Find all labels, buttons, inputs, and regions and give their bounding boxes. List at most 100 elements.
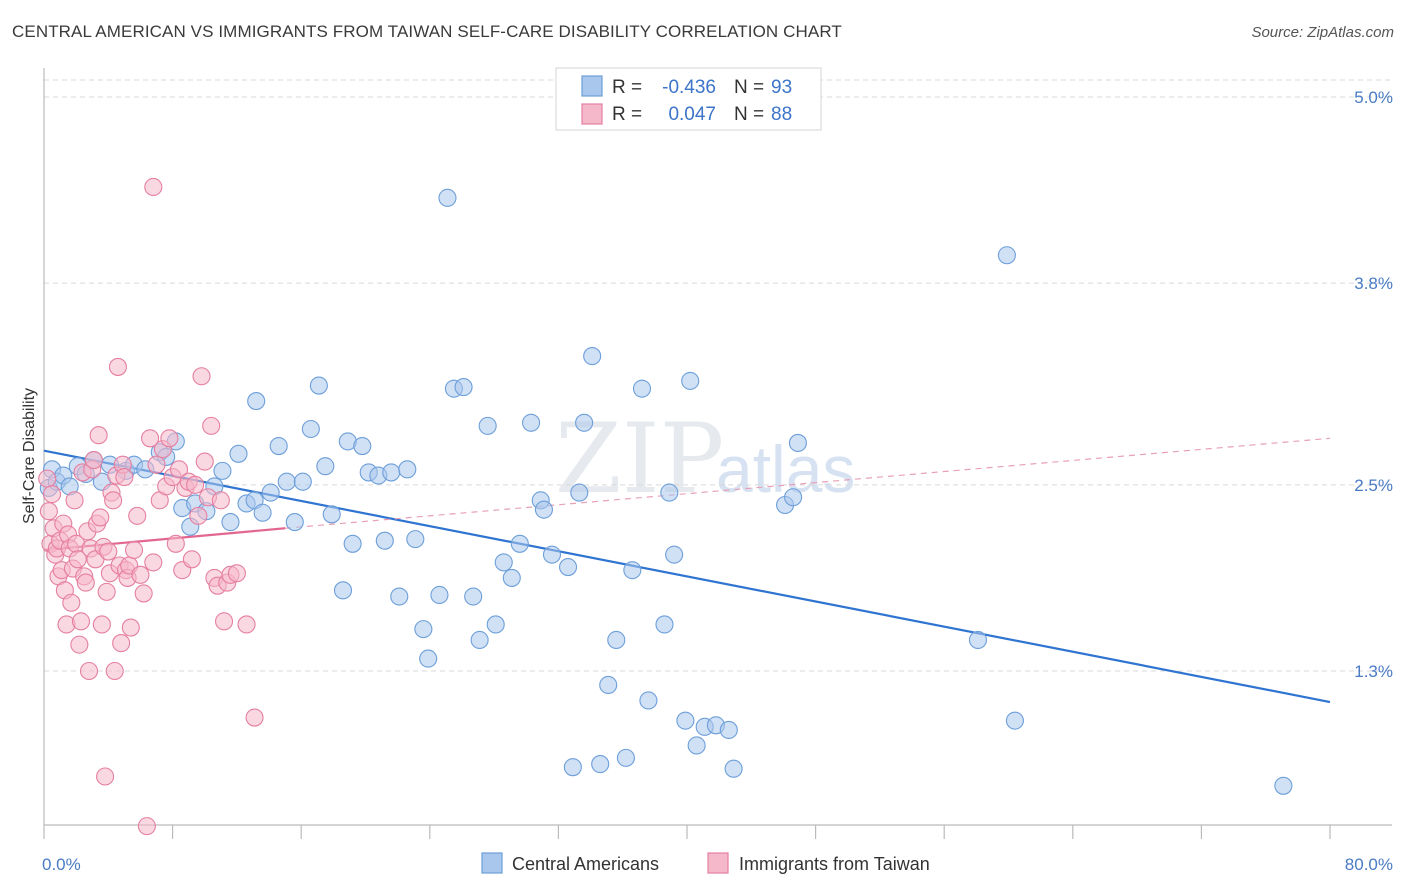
correlation-legend: R = -0.436 N = 93 R = 0.047 N = 88: [555, 67, 822, 131]
point-central-americans: [570, 483, 589, 502]
point-central-americans: [247, 392, 266, 411]
point-central-americans: [724, 759, 743, 778]
point-central-americans: [660, 483, 679, 502]
point-taiwan: [214, 612, 234, 631]
point-central-americans: [486, 615, 505, 634]
point-taiwan: [211, 491, 230, 510]
point-central-americans: [470, 630, 489, 650]
point-taiwan: [186, 475, 205, 494]
legend-n-label-2: N =: [734, 104, 764, 125]
point-central-americans: [277, 472, 296, 491]
point-central-americans: [333, 581, 353, 600]
point-central-americans: [534, 500, 553, 519]
point-central-americans: [599, 675, 618, 695]
point-central-americans: [583, 347, 602, 366]
point-central-americans: [591, 755, 610, 774]
bottom-legend-central-americans: Central Americans: [512, 854, 659, 874]
point-taiwan: [166, 534, 185, 553]
point-central-americans: [398, 460, 417, 479]
y-tick-label: 3.8%: [1354, 274, 1393, 293]
legend-swatch-central-americans: [581, 75, 603, 97]
point-taiwan: [141, 429, 160, 448]
legend-n-value-1: 93: [771, 77, 792, 98]
point-central-americans: [309, 376, 328, 395]
chart-title: CENTRAL AMERICAN VS IMMIGRANTS FROM TAIW…: [12, 22, 842, 41]
bottom-swatch-central-americans: [481, 852, 503, 874]
point-central-americans: [301, 419, 320, 439]
point-taiwan: [91, 508, 110, 527]
point-taiwan: [144, 553, 163, 572]
point-central-americans: [788, 433, 807, 453]
point-taiwan: [97, 582, 116, 601]
point-taiwan: [182, 550, 201, 569]
point-taiwan: [137, 817, 156, 836]
point-taiwan: [99, 542, 118, 561]
point-taiwan: [108, 357, 127, 376]
data-points: [38, 177, 1293, 836]
point-taiwan: [124, 540, 144, 560]
x-tick-label: 80.0%: [1345, 855, 1393, 874]
point-central-americans: [269, 437, 288, 456]
point-taiwan: [96, 767, 115, 786]
point-taiwan: [89, 426, 108, 445]
point-taiwan: [195, 452, 214, 471]
point-central-americans: [542, 545, 562, 564]
point-central-americans: [676, 711, 695, 730]
point-taiwan: [79, 661, 99, 681]
point-taiwan: [68, 550, 87, 569]
legend-swatch-taiwan: [581, 103, 603, 125]
source-label: Source: ZipAtlas.com: [1251, 24, 1394, 41]
point-taiwan: [192, 367, 211, 386]
point-taiwan: [38, 469, 57, 488]
point-taiwan: [42, 485, 62, 504]
point-central-americans: [221, 513, 240, 532]
point-central-americans: [1274, 776, 1293, 795]
legend-r-label-1: R =: [612, 77, 642, 98]
point-taiwan: [227, 564, 246, 583]
point-taiwan: [189, 506, 208, 525]
legend-r-value-2: 0.047: [668, 104, 716, 125]
point-taiwan: [39, 502, 58, 521]
point-central-americans: [478, 416, 497, 435]
point-central-americans: [558, 558, 578, 577]
point-taiwan: [71, 612, 91, 631]
point-taiwan: [128, 506, 147, 525]
axes: [43, 68, 1392, 839]
point-taiwan: [92, 615, 111, 634]
bottom-swatch-taiwan: [707, 852, 729, 874]
point-central-americans: [665, 545, 684, 564]
point-central-americans: [997, 246, 1016, 265]
point-central-americans: [406, 530, 425, 549]
point-central-americans: [213, 461, 232, 480]
legend-r-label-2: R =: [612, 104, 642, 125]
point-central-americans: [681, 371, 700, 390]
legend-n-label-1: N =: [734, 77, 764, 98]
point-central-americans: [454, 378, 473, 397]
point-central-americans: [655, 615, 674, 634]
y-axis-label: Self-Care Disability: [21, 388, 38, 524]
point-taiwan: [147, 455, 166, 474]
point-taiwan: [131, 565, 150, 584]
point-central-americans: [464, 587, 483, 606]
point-taiwan: [62, 593, 81, 612]
point-central-americans: [494, 553, 513, 572]
point-taiwan: [84, 450, 103, 470]
point-taiwan: [70, 635, 89, 654]
legend-r-value-1: -0.436: [662, 77, 716, 98]
point-taiwan: [202, 416, 221, 435]
point-central-americans: [382, 463, 401, 482]
point-central-americans: [632, 379, 652, 398]
point-taiwan: [65, 491, 84, 510]
point-taiwan: [121, 618, 140, 637]
point-taiwan: [112, 634, 131, 653]
y-tick-label: 2.5%: [1354, 476, 1393, 495]
point-central-americans: [293, 472, 312, 491]
point-central-americans: [419, 649, 438, 668]
point-taiwan: [144, 177, 163, 197]
point-taiwan: [237, 615, 256, 634]
point-central-americans: [229, 444, 248, 463]
point-central-americans: [285, 513, 304, 532]
point-central-americans: [563, 758, 582, 777]
point-taiwan: [169, 460, 189, 479]
